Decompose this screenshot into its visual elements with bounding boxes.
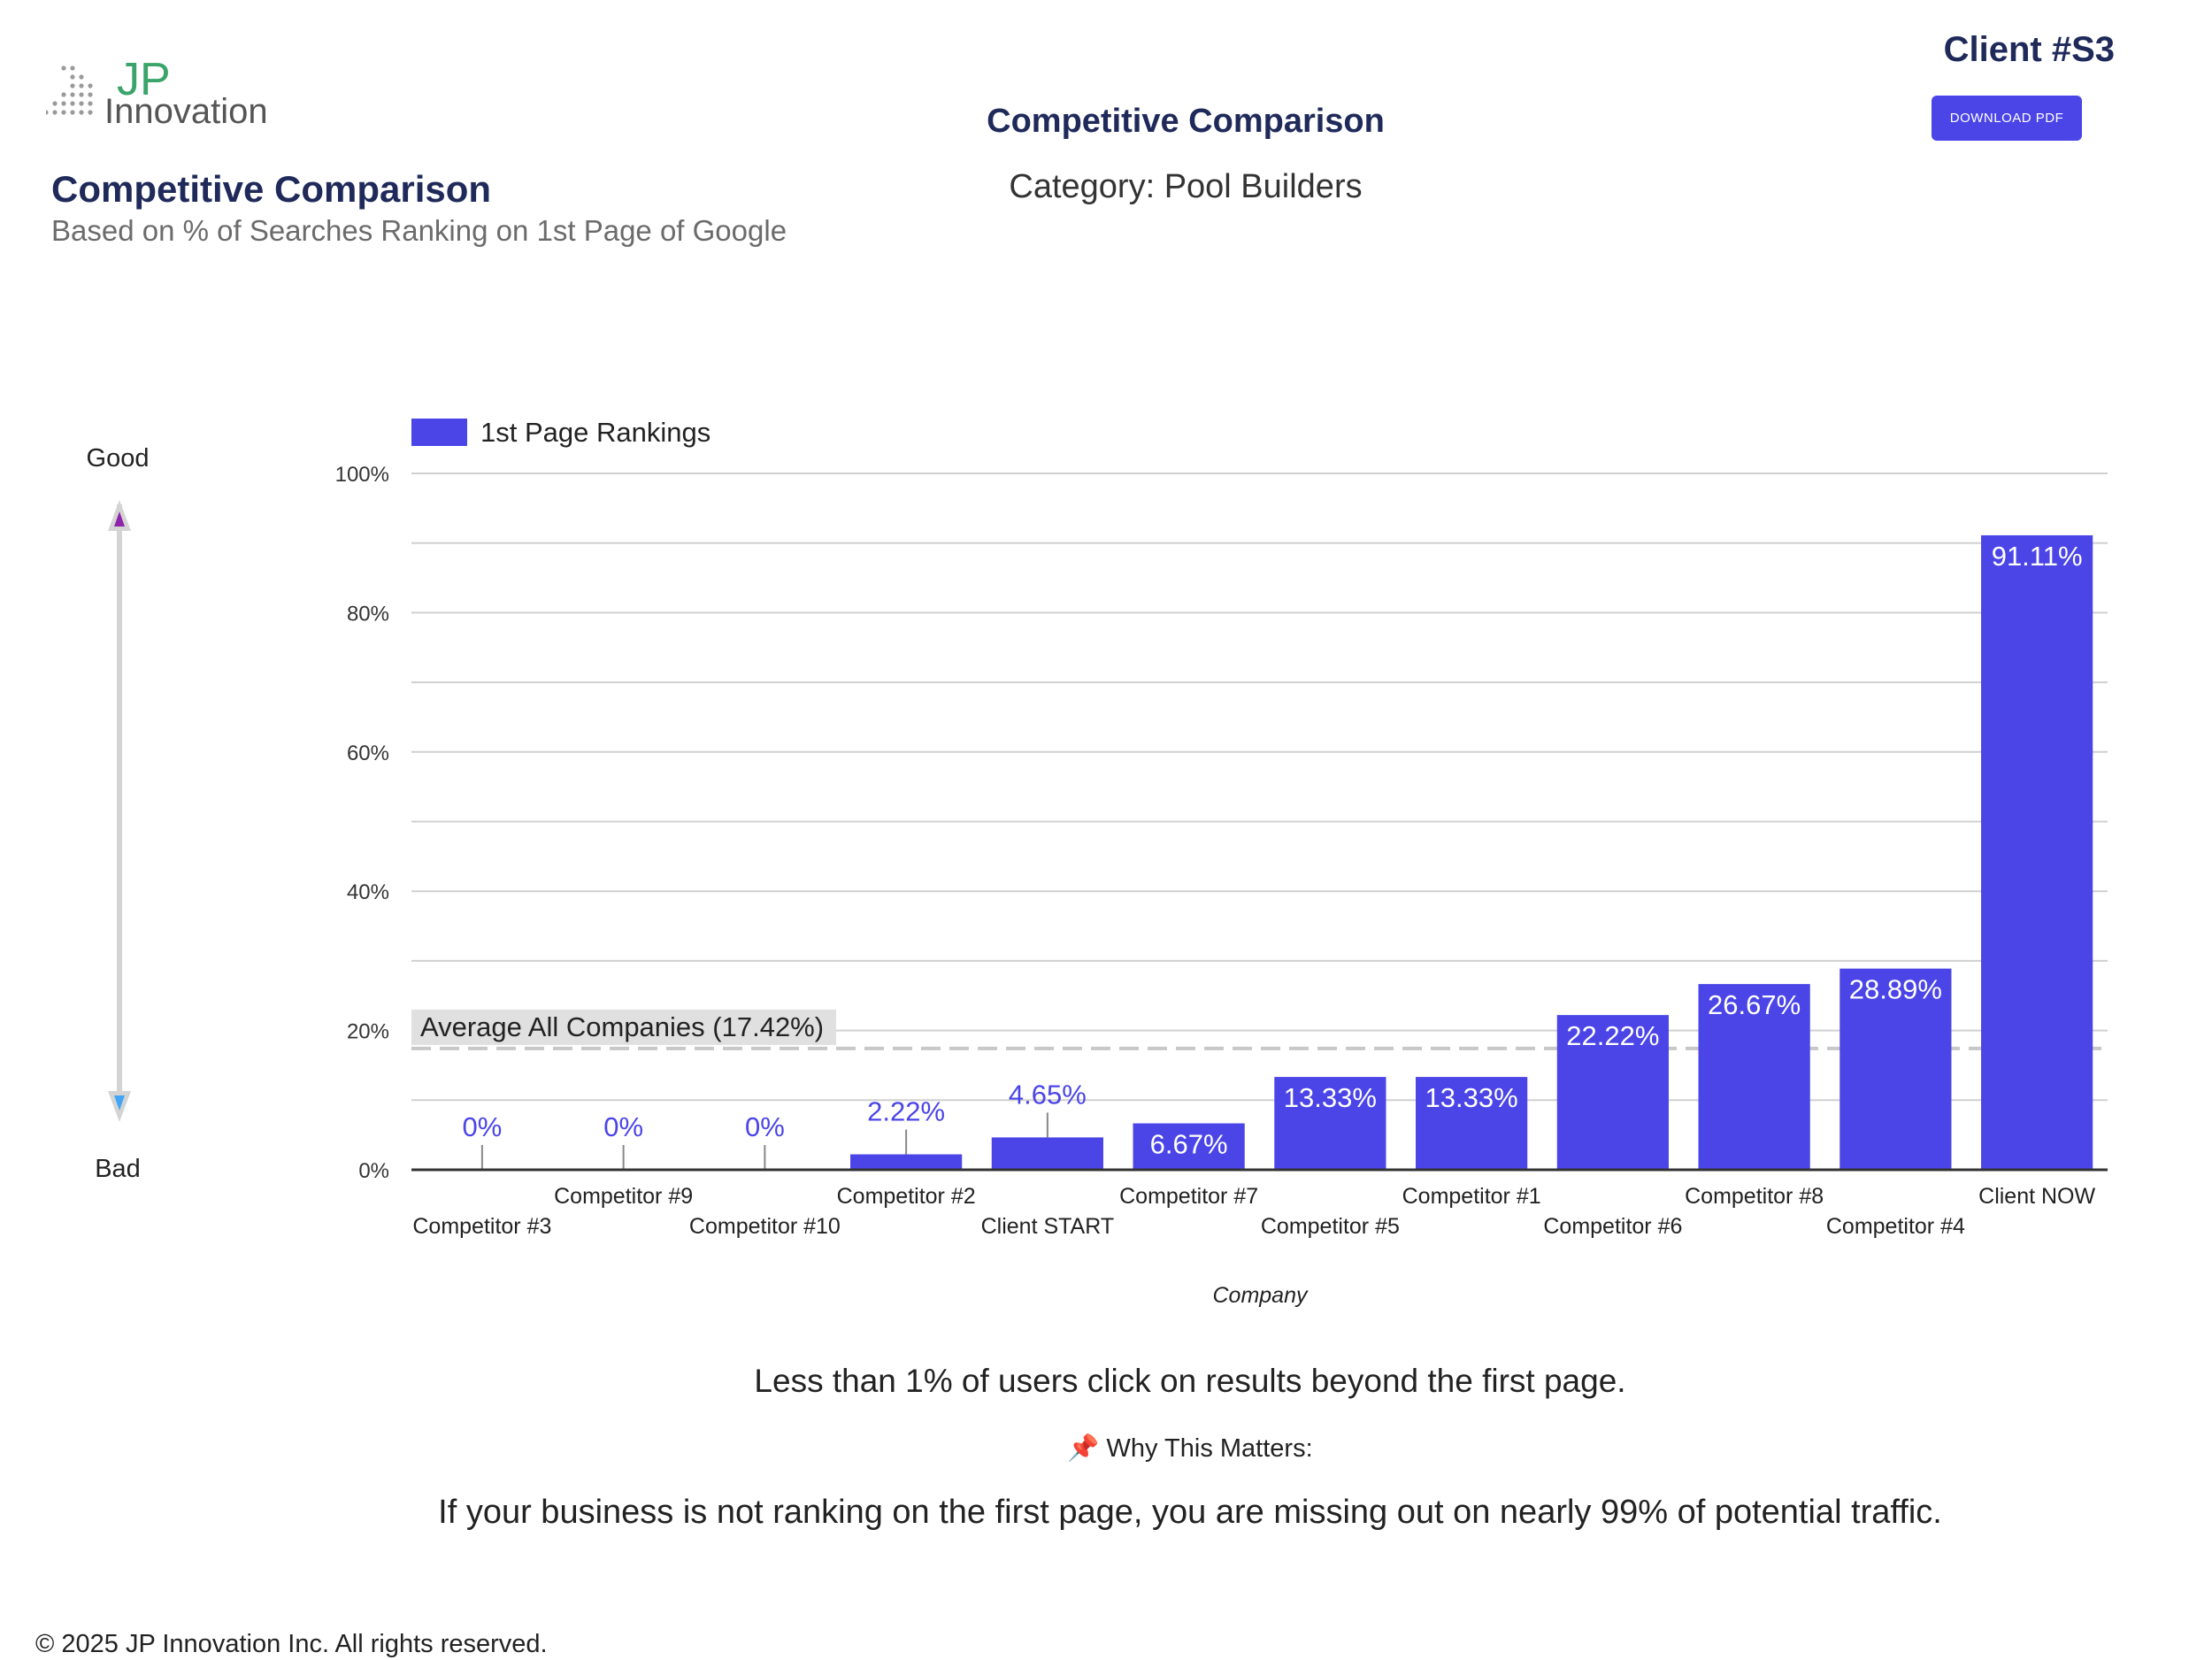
data-label: 0%: [603, 1111, 643, 1142]
data-label: 13.33%: [1284, 1082, 1377, 1113]
y-axis-ticks: 0% 20% 40% 60% 80% 100%: [335, 463, 389, 1183]
importance-message: If your business is not ranking on the f…: [438, 1494, 1942, 1531]
x-tick-label: Competitor #10: [689, 1214, 841, 1239]
logo-innovation-text: Innovation: [104, 92, 268, 131]
stat-message: Less than 1% of users click on results b…: [754, 1363, 1626, 1399]
category-label: Category: Pool Builders: [1009, 168, 1363, 205]
average-label-bg: [411, 1009, 836, 1045]
x-tick-label: Competitor #2: [837, 1184, 976, 1209]
company-logo: JP Innovation: [46, 54, 268, 136]
bar: [1416, 1077, 1528, 1170]
bar: [1274, 1077, 1386, 1170]
data-label: 6.67%: [1150, 1129, 1228, 1160]
logo-jp-text: JP: [117, 54, 171, 105]
download-pdf-button[interactable]: DOWNLOAD PDF: [1932, 96, 2082, 141]
x-axis-title: Company: [1213, 1283, 1309, 1308]
bad-arrow-inner-icon: [114, 1095, 125, 1111]
data-label: 22.22%: [1566, 1020, 1659, 1051]
y-tick-label: 80%: [347, 602, 389, 626]
bar: [1981, 534, 2093, 1170]
logo-dots-icon: [46, 65, 93, 115]
good-arrow-inner-icon: [114, 511, 125, 526]
gridlines: [411, 473, 2108, 1102]
data-label: 2.22%: [867, 1096, 945, 1127]
average-label: Average All Companies (17.42%): [420, 1011, 824, 1042]
why-this-matters-heading: 📌 Why This Matters:: [0, 1433, 2212, 1464]
y-tick-label: 20%: [347, 1020, 389, 1044]
data-label: 0%: [745, 1111, 785, 1142]
copyright-footer: © 2025 JP Innovation Inc. All rights res…: [35, 1630, 548, 1658]
bar: [1556, 1015, 1669, 1170]
data-label: 0%: [462, 1111, 502, 1142]
bar: [1839, 968, 1952, 1170]
x-tick-label: Competitor #9: [554, 1184, 693, 1209]
client-id: Client #S3: [1943, 30, 2115, 69]
data-label: 4.65%: [1009, 1079, 1087, 1110]
bar: [991, 1137, 1103, 1170]
x-tick-label: Competitor #7: [1119, 1184, 1258, 1209]
data-label: 26.67%: [1708, 989, 1801, 1020]
x-tick-label: Client START: [981, 1214, 1115, 1239]
x-tick-label: Client NOW: [1978, 1184, 2095, 1209]
y-tick-label: 60%: [347, 742, 389, 765]
why-this-matters-label: Why This Matters:: [1106, 1434, 1313, 1463]
good-label: Good: [87, 444, 150, 473]
data-label: 13.33%: [1425, 1082, 1518, 1113]
y-tick-label: 40%: [347, 880, 389, 904]
x-tick-label: Competitor #6: [1543, 1214, 1682, 1239]
legend-label: 1st Page Rankings: [480, 417, 710, 448]
x-tick-label: Competitor #3: [412, 1214, 551, 1239]
y-tick-label: 100%: [335, 463, 389, 487]
bar: [850, 1154, 963, 1170]
x-tick-label: Competitor #5: [1261, 1214, 1400, 1239]
section-subtitle: Based on % of Searches Ranking on 1st Pa…: [51, 214, 787, 247]
y-tick-label: 0%: [358, 1159, 389, 1183]
bad-label: Bad: [95, 1155, 141, 1183]
bar: [1698, 984, 1810, 1170]
bars: 0% 0% 0% 2.22% 4.65% 6.67% 13.33% 13.33% 22.22% 2…: [462, 534, 2093, 1170]
x-tick-label: Competitor #4: [1826, 1214, 1965, 1239]
data-label: 28.89%: [1849, 974, 1942, 1005]
pin-icon: 📌: [1067, 1434, 1100, 1463]
x-tick-label: Competitor #1: [1402, 1184, 1541, 1209]
legend-swatch: [411, 419, 467, 446]
ranking-chart: Good Bad 1st Page Rankings 0% 20% 40% 60% 80…: [87, 417, 2108, 1308]
section-title: Competitive Comparison: [51, 168, 492, 210]
report-title: Competitive Comparison: [987, 103, 1385, 140]
x-tick-label: Competitor #8: [1685, 1184, 1824, 1209]
data-label: 91.11%: [1992, 541, 2083, 572]
average-line-group: Average All Companies (17.42%): [411, 1009, 2108, 1050]
bar: [1133, 1123, 1245, 1170]
